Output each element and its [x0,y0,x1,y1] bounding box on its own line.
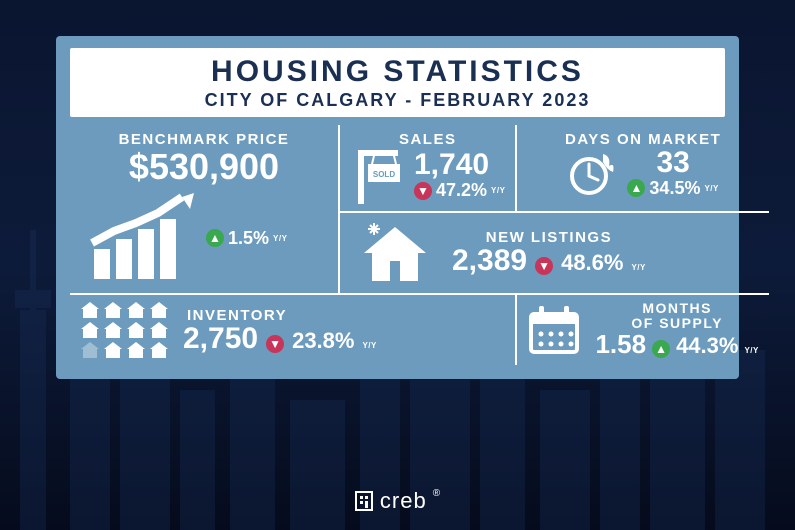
mos-label-1: MONTHS [631,301,723,316]
dom-period: Y/Y [704,184,718,193]
dom-value: 33 [627,148,718,178]
house-grid-icon [80,301,169,359]
inventory-period: Y/Y [362,341,376,350]
sales-label: SALES [350,131,505,148]
new-listings-pct: 48.6% [561,250,623,276]
new-listings-period: Y/Y [631,263,645,272]
calendar-icon [527,304,581,356]
sales-change: ▼ 47.2% Y/Y [414,180,505,201]
dom-pct: 34.5% [649,178,700,199]
sales-pct: 47.2% [436,180,487,201]
up-arrow-icon: ▲ [652,340,670,358]
mos-period: Y/Y [744,346,758,355]
clock-fire-icon [567,148,617,198]
benchmark-change: ▲ 1.5% Y/Y [206,228,287,249]
sales-value: 1,740 [414,150,505,180]
stats-card: HOUSING STATISTICS CITY OF CALGARY - FEB… [56,36,739,379]
logo-text: creb [380,488,427,514]
creb-logo-icon [354,490,374,512]
new-listings-value: 2,389 [452,246,527,276]
chart-up-icon [86,193,196,283]
benchmark-value: $530,900 [80,148,328,186]
stats-grid: BENCHMARK PRICE $530,900 ▲ 1.5% [70,125,725,366]
inventory-pct: 23.8% [292,328,354,354]
up-arrow-icon: ▲ [206,229,224,247]
sales-period: Y/Y [491,186,505,195]
benchmark-cell: BENCHMARK PRICE $530,900 ▲ 1.5% [70,125,340,296]
svg-text:SOLD: SOLD [373,170,395,179]
down-arrow-icon: ▼ [414,182,432,200]
mos-pct: 44.3% [676,333,738,359]
inventory-value: 2,750 [183,324,258,354]
benchmark-label: BENCHMARK PRICE [80,131,328,148]
dom-label: DAYS ON MARKET [527,131,758,148]
registered-mark: ® [433,488,441,499]
mos-cell: MONTHS OF SUPPLY 1.58 ▲ 44.3% Y/Y [517,295,768,365]
inventory-cell: INVENTORY 2,750 ▼ 23.8% Y/Y [70,295,517,365]
title-box: HOUSING STATISTICS CITY OF CALGARY - FEB… [70,48,725,117]
dom-change: ▲ 34.5% Y/Y [627,178,718,199]
title-main: HOUSING STATISTICS [80,56,715,88]
down-arrow-icon: ▼ [535,257,553,275]
up-arrow-icon: ▲ [627,179,645,197]
creb-logo: creb ® [0,488,795,514]
benchmark-period: Y/Y [273,234,287,243]
benchmark-pct: 1.5% [228,228,269,249]
dom-cell: DAYS ON MARKET 33 ▲ 34.5% Y/Y [517,125,768,214]
down-arrow-icon: ▼ [266,335,284,353]
sales-cell: SALES SOLD 1,740 ▼ 47. [340,125,517,214]
new-listings-cell: NEW LISTINGS 2,389 ▼ 48.6% Y/Y [340,213,769,295]
house-snow-icon [360,219,430,285]
sold-sign-icon: SOLD [350,148,404,204]
title-sub: CITY OF CALGARY - FEBRUARY 2023 [80,90,715,111]
mos-value: 1.58 [595,331,646,357]
